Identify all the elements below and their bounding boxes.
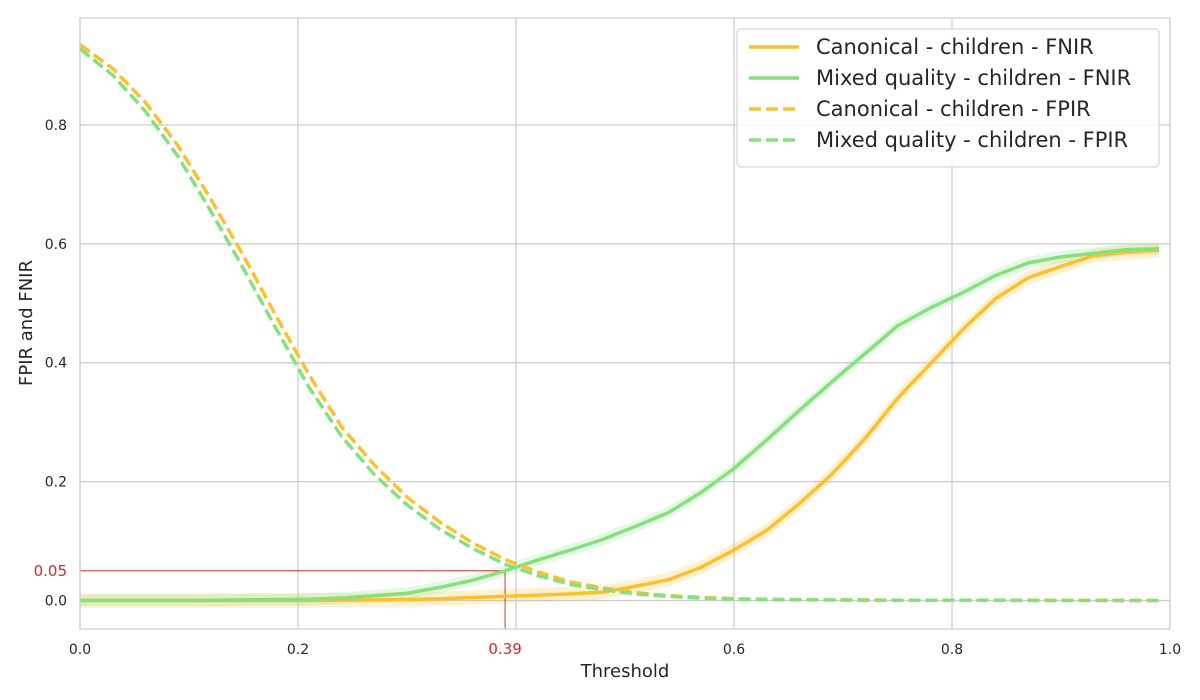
marker-x-label: 0.39: [488, 640, 521, 658]
legend-label-2: Canonical - children - FPIR: [816, 97, 1091, 121]
legend-box: [736, 28, 1160, 168]
y-tick-label-3: 0.6: [45, 237, 67, 253]
x-tick-label-1: 0.2: [287, 642, 309, 658]
y-tick-label-1: 0.2: [45, 475, 67, 491]
legend: Canonical - children - FNIR Mixed quality…: [736, 28, 1160, 168]
threshold-marker: 0.39 0.05: [34, 562, 522, 658]
legend-label-3: Mixed quality - children - FPIR: [816, 128, 1128, 152]
y-tick-label-4: 0.8: [45, 118, 67, 134]
y-tick-label-2: 0.4: [45, 356, 67, 372]
x-tick-label-4: 0.8: [941, 642, 963, 658]
marker-y-label: 0.05: [34, 562, 67, 580]
series-lines: [78, 43, 1160, 603]
x-tick-label-3: 0.6: [723, 642, 745, 658]
y-tick-label-0: 0.0: [45, 593, 67, 609]
x-tick-label-0: 0.0: [69, 642, 91, 658]
x-axis-label: Threshold: [580, 661, 670, 682]
x-tick-label-5: 1.0: [1159, 642, 1181, 658]
y-axis-label: FPIR and FNIR: [16, 260, 37, 386]
legend-label-0: Canonical - children - FNIR: [816, 35, 1094, 59]
series-line-1: [80, 246, 1160, 603]
series-line-3: [78, 47, 1160, 603]
legend-label-1: Mixed quality - children - FNIR: [816, 66, 1131, 90]
tick-labels: 0.0 0.2 0.6 0.8 1.0 0.0 0.2 0.4 0.6 0.8: [45, 118, 1181, 658]
plot-frame: [79, 17, 1171, 630]
